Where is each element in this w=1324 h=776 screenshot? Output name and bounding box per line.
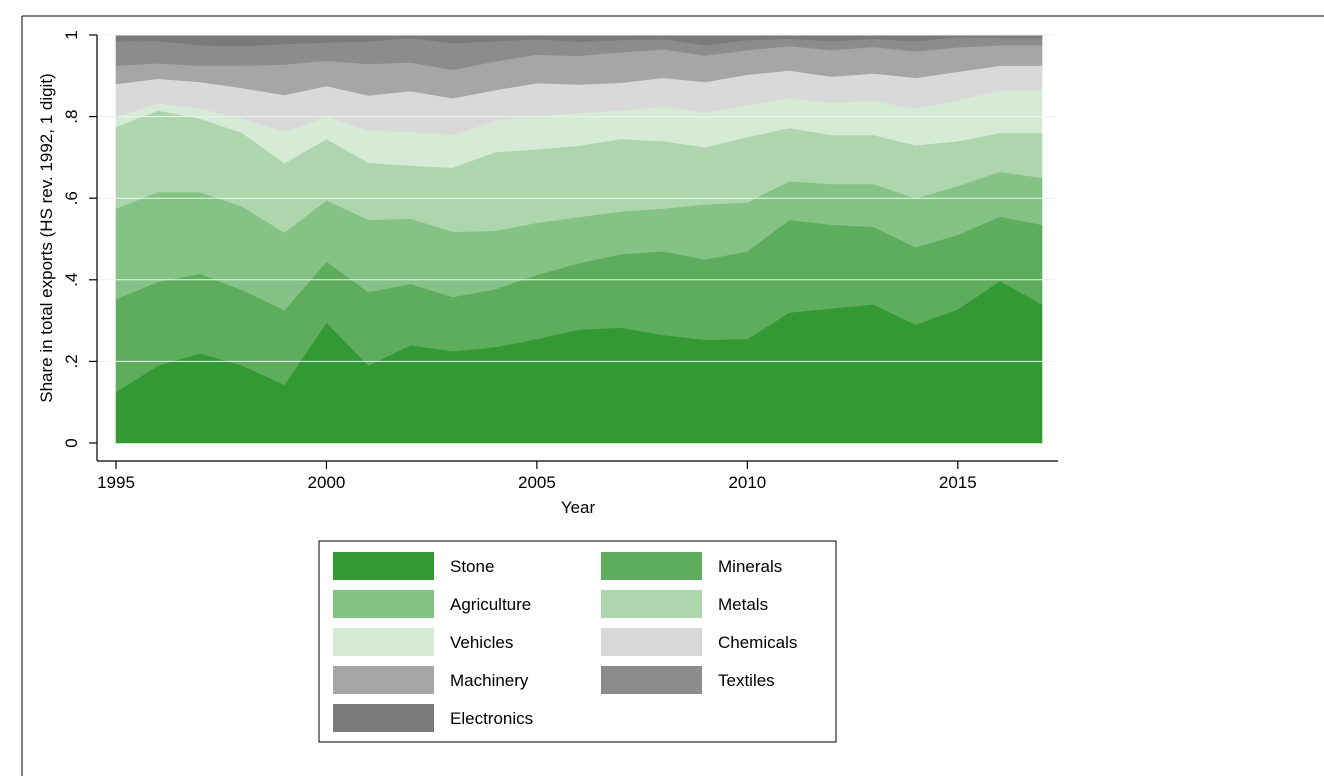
legend-key-metals <box>601 590 702 618</box>
legend-key-machinery <box>333 666 434 694</box>
legend-key-stone <box>333 552 434 580</box>
x-tick-label: 2010 <box>728 473 766 492</box>
legend-label-stone: Stone <box>450 557 494 576</box>
legend-label-electronics: Electronics <box>450 709 533 728</box>
legend-label-machinery: Machinery <box>450 671 529 690</box>
x-axis-title: Year <box>561 498 596 517</box>
legend-label-metals: Metals <box>718 595 768 614</box>
y-tick-label: 0 <box>62 438 81 447</box>
legend-label-vehicles: Vehicles <box>450 633 513 652</box>
x-tick-label: 2000 <box>308 473 346 492</box>
y-tick-label: 1 <box>62 30 81 39</box>
x-tick-label: 2015 <box>939 473 977 492</box>
legend-label-agriculture: Agriculture <box>450 595 531 614</box>
gridlines <box>97 34 1058 362</box>
legend-key-agriculture <box>333 590 434 618</box>
y-axis-title: Share in total exports (HS rev. 1992, 1 … <box>37 73 56 402</box>
x-tick-label: 1995 <box>97 473 135 492</box>
x-axis: 1995 2000 2005 2010 2015 <box>97 460 1058 492</box>
y-axis: 0 .2 .4 .6 .8 1 <box>62 30 98 461</box>
stacked-areas <box>115 34 1043 444</box>
legend-key-minerals <box>601 552 702 580</box>
legend-key-textiles <box>601 666 702 694</box>
legend-key-vehicles <box>333 628 434 656</box>
legend-key-electronics <box>333 704 434 732</box>
legend-key-chemicals <box>601 628 702 656</box>
plot-area <box>97 34 1058 444</box>
legend-label-chemicals: Chemicals <box>718 633 797 652</box>
y-tick-label: .2 <box>62 354 81 368</box>
legend: Stone Minerals Agriculture Metals Vehicles Ch… <box>318 540 837 743</box>
legend-label-minerals: Minerals <box>718 557 782 576</box>
y-tick-label: .8 <box>62 110 81 124</box>
legend-label-textiles: Textiles <box>718 671 775 690</box>
y-tick-label: .6 <box>62 191 81 205</box>
x-tick-label: 2005 <box>518 473 556 492</box>
y-tick-label: .4 <box>62 273 81 287</box>
